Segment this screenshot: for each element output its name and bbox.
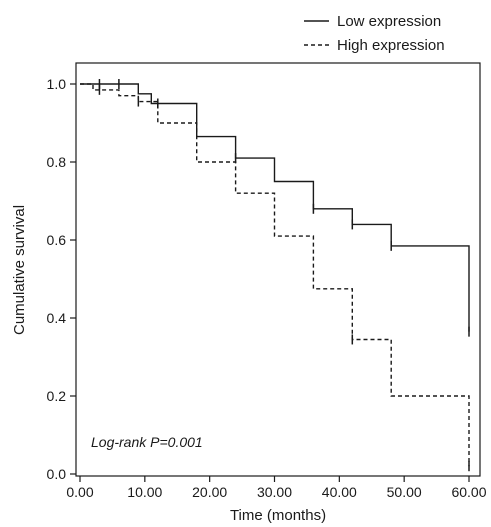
y-axis-title: Cumulative survival xyxy=(11,205,28,335)
log-rank-annotation: Log-rank P=0.001 xyxy=(91,434,203,450)
x-axis: 0.00 10.00 20.00 30.00 40.00 50.00 60.00 xyxy=(66,476,487,500)
censor-marks xyxy=(98,79,470,472)
survival-curve-high-expression xyxy=(80,83,470,467)
y-tick-label: 0.0 xyxy=(47,466,67,482)
x-tick-label: 0.00 xyxy=(66,484,93,500)
legend-label-high-expression: High expression xyxy=(337,37,445,54)
survival-curves xyxy=(80,83,470,467)
legend: Low expression High expression xyxy=(304,13,445,54)
y-axis: 0.0 0.2 0.4 0.6 0.8 1.0 xyxy=(47,76,76,482)
x-tick-label: 60.00 xyxy=(451,484,486,500)
x-tick-label: 40.00 xyxy=(322,484,357,500)
legend-label-low-expression: Low expression xyxy=(337,13,441,30)
x-tick-label: 30.00 xyxy=(257,484,292,500)
y-tick-label: 0.4 xyxy=(47,310,67,326)
y-tick-label: 0.6 xyxy=(47,232,67,248)
x-axis-title: Time (months) xyxy=(230,507,326,524)
x-tick-label: 50.00 xyxy=(387,484,422,500)
plot-frame xyxy=(75,62,481,477)
y-tick-label: 1.0 xyxy=(47,76,67,92)
x-tick-label: 20.00 xyxy=(192,484,227,500)
survival-curve-low-expression xyxy=(80,83,470,332)
y-tick-label: 0.8 xyxy=(47,154,67,170)
y-tick-label: 0.2 xyxy=(47,388,67,404)
x-tick-label: 10.00 xyxy=(127,484,162,500)
